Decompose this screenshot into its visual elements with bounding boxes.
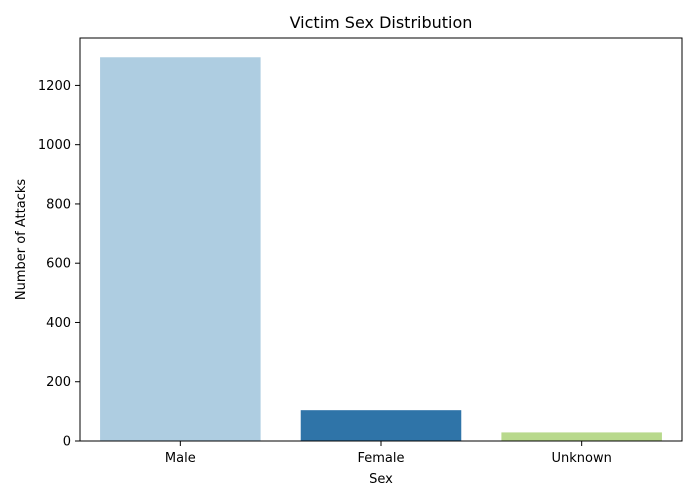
bar-female [300,410,462,441]
chart-title: Victim Sex Distribution [290,13,473,32]
y-tick-label: 1200 [38,79,71,94]
y-tick-label: 400 [46,316,71,331]
x-tick-label: Female [357,451,404,466]
bars-layer [100,57,662,441]
y-tick-label: 0 [63,435,71,450]
x-tick-label: Male [165,451,196,466]
y-tick-label: 200 [46,375,71,390]
y-tick-label: 800 [46,197,71,212]
y-tick-label: 1000 [38,138,71,153]
x-axis-title: Sex [369,472,393,487]
y-tick-label: 600 [46,257,71,272]
bar-unknown [501,432,662,441]
bar-male [100,57,261,441]
y-axis: 0 200 400 600 800 1000 1200 [38,79,80,450]
x-tick-label: Unknown [551,451,611,466]
y-axis-title: Number of Attacks [14,179,29,301]
x-axis: Male Female Unknown [165,441,612,466]
